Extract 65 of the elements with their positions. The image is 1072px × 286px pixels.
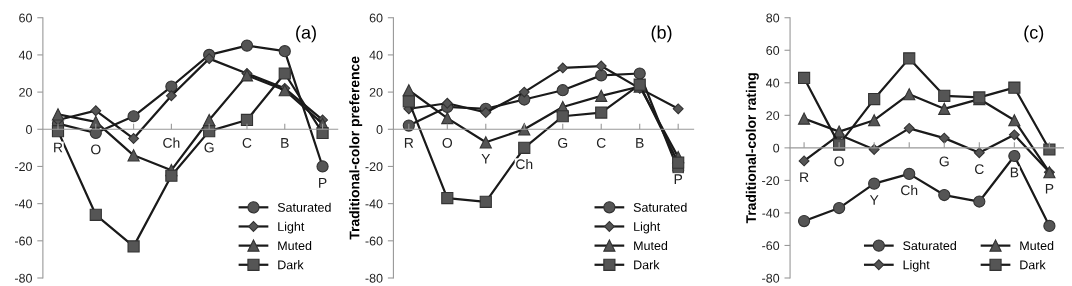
y-tick-label: 0	[26, 125, 32, 134]
legend-label: Saturated	[277, 202, 331, 212]
x-tick-label: O	[442, 137, 453, 148]
y-tick-label: -80	[365, 273, 383, 283]
legend-label: Dark	[278, 260, 304, 270]
y-tick-label: 60	[19, 13, 32, 23]
y-tick-label: -60	[14, 236, 32, 246]
legend-label: Dark	[1020, 260, 1046, 270]
y-tick-label: -20	[14, 162, 32, 172]
chart-title: (b)	[651, 25, 672, 43]
x-tick-label: P	[674, 174, 683, 184]
x-tick-label: R	[54, 142, 63, 153]
y-tick-label: 20	[19, 87, 32, 97]
y-tick-label: 60	[369, 13, 383, 23]
y-tick-label: -60	[762, 241, 780, 251]
y-axis-title: Traditional-color rating	[745, 73, 759, 224]
x-tick-label: G	[204, 142, 214, 153]
x-tick-label: Y	[481, 153, 491, 164]
x-tick-label: C	[596, 137, 606, 148]
y-tick-label: -40	[365, 199, 383, 209]
legend-label: Muted	[278, 240, 312, 251]
y-tick-label: -80	[14, 273, 32, 283]
y-tick-label: 0	[773, 143, 780, 153]
y-tick-label: -20	[762, 176, 780, 186]
y-tick-label: 40	[766, 78, 780, 88]
x-tick-label: Y	[869, 195, 879, 205]
y-tick-label: 0	[376, 125, 383, 134]
x-tick-label: C	[242, 137, 252, 148]
x-tick-label: G	[939, 156, 949, 167]
x-tick-label: Ch	[163, 137, 180, 148]
y-tick-label: -60	[365, 236, 383, 246]
y-tick-label: -40	[762, 208, 780, 218]
y-tick-label: -80	[762, 273, 780, 283]
legend-label: Light	[278, 221, 305, 234]
x-tick-label: R	[800, 172, 809, 183]
x-tick-label: Ch	[516, 158, 533, 170]
x-tick-label: B	[636, 138, 644, 148]
y-tick-label: 40	[18, 50, 32, 60]
y-tick-label: 20	[766, 111, 780, 120]
x-tick-label: P	[319, 178, 327, 188]
legend-label: Dark	[634, 260, 660, 270]
x-tick-label: B	[281, 138, 289, 148]
legend-label: Light	[903, 260, 930, 272]
chart-title: (a)	[296, 25, 316, 43]
y-tick-label: 60	[766, 46, 780, 55]
x-tick-label: B	[1010, 167, 1019, 178]
y-tick-label: 40	[369, 50, 383, 60]
chart-title: (c)	[1024, 25, 1044, 43]
x-tick-label: O	[91, 144, 101, 155]
x-tick-label: O	[834, 156, 844, 167]
x-tick-label: Ch	[901, 185, 918, 196]
legend-label: Muted	[1020, 240, 1054, 251]
legend-label: Saturated	[633, 202, 687, 212]
y-axis-title: Traditional-color preference	[349, 56, 363, 240]
y-tick-label: -20	[365, 162, 383, 172]
legend-label: Light	[634, 221, 661, 234]
x-tick-label: P	[1045, 183, 1054, 194]
x-tick-label: R	[404, 138, 414, 148]
legend-label: Muted	[634, 240, 668, 251]
y-tick-label: -40	[14, 199, 32, 209]
y-tick-label: 20	[369, 87, 383, 97]
y-tick-label: 80	[766, 13, 780, 23]
x-tick-label: G	[558, 137, 568, 148]
legend-label: Saturated	[903, 240, 956, 251]
x-tick-label: C	[975, 164, 984, 175]
